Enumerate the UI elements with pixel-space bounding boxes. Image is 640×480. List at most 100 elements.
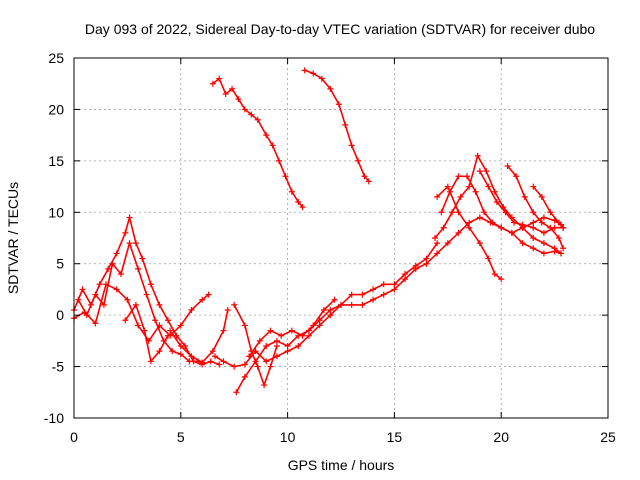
series-line (73, 283, 210, 342)
data-point (254, 116, 261, 123)
data-point (402, 271, 409, 277)
data-point (267, 363, 274, 370)
data-point (391, 286, 398, 293)
data-point (164, 317, 171, 324)
data-point (412, 262, 419, 269)
data-point (207, 358, 214, 365)
data-point (335, 101, 342, 108)
chart-title: Day 093 of 2022, Sidereal Day-to-day VTE… (85, 21, 595, 37)
data-point (241, 361, 248, 368)
data-point (365, 178, 372, 185)
series-sat-g (231, 301, 280, 389)
series-sat-c (71, 281, 212, 344)
data-point (320, 307, 327, 313)
data-point (558, 250, 565, 257)
data-point (457, 193, 464, 200)
data-point (464, 173, 471, 180)
y-tick-label: 25 (48, 50, 64, 66)
data-point (327, 307, 334, 313)
data-point (164, 332, 171, 339)
x-axis-label: GPS time / hours (288, 457, 395, 473)
data-point (472, 188, 479, 195)
data-point (109, 260, 116, 267)
data-point (474, 152, 481, 159)
data-point (491, 271, 498, 277)
x-tick-label: 5 (177, 429, 185, 445)
data-point (113, 286, 120, 293)
data-point (143, 291, 150, 298)
data-point (434, 193, 441, 200)
data-point (199, 296, 206, 303)
data-point (263, 343, 270, 349)
data-point (519, 240, 526, 247)
data-point (299, 332, 306, 339)
grid (74, 58, 608, 418)
data-point (295, 199, 302, 205)
data-point (248, 111, 255, 118)
data-point (530, 224, 537, 231)
data-point (267, 327, 274, 334)
data-point (233, 389, 240, 396)
data-point (132, 301, 139, 308)
data-point (135, 322, 142, 329)
data-point (355, 157, 362, 164)
data-point (483, 168, 490, 175)
data-point (434, 240, 441, 247)
series-line (235, 242, 438, 394)
series-sat-k (301, 67, 372, 185)
data-point (222, 91, 229, 97)
data-point (177, 343, 184, 349)
data-point (216, 75, 223, 82)
data-point (342, 121, 349, 128)
data-point (489, 219, 496, 226)
data-point (186, 358, 193, 365)
series-sat-n (434, 183, 505, 283)
data-point (147, 281, 154, 288)
data-point (241, 322, 248, 329)
data-point (188, 307, 195, 313)
data-point (100, 301, 107, 308)
data-point (327, 312, 334, 319)
y-tick-label: -5 (52, 359, 65, 375)
data-point (79, 286, 86, 293)
y-tick-label: -10 (44, 410, 64, 426)
data-point (241, 373, 248, 380)
series-line (124, 304, 169, 363)
data-point (273, 337, 280, 344)
data-point (348, 301, 355, 308)
data-point (156, 301, 163, 308)
data-point (126, 240, 133, 247)
data-point (224, 307, 231, 313)
data-point (177, 322, 184, 329)
data-point (555, 219, 562, 226)
data-point (530, 235, 537, 241)
data-point (126, 214, 133, 221)
data-point (278, 332, 285, 339)
data-point (288, 188, 295, 195)
data-point (205, 291, 212, 298)
y-tick-label: 0 (56, 307, 64, 323)
series-sat-l (431, 152, 565, 257)
data-point (493, 199, 500, 205)
data-point (254, 363, 261, 370)
series-line (212, 77, 304, 208)
data-point (476, 240, 483, 247)
data-point (156, 348, 163, 355)
data-point (455, 209, 462, 216)
data-point (310, 322, 317, 329)
data-point (538, 193, 545, 200)
data-point (361, 173, 368, 180)
y-tick-label: 20 (48, 101, 64, 117)
data-point (216, 361, 223, 368)
data-point (139, 255, 146, 262)
data-point (485, 255, 492, 262)
y-axis-label: SDTVAR / TECUs (5, 182, 21, 294)
data-point (75, 296, 82, 303)
data-point (301, 67, 308, 74)
data-point (530, 209, 537, 216)
data-point (370, 286, 377, 293)
x-tick-label: 0 (70, 429, 78, 445)
data-point (513, 173, 520, 180)
data-point (530, 245, 537, 252)
